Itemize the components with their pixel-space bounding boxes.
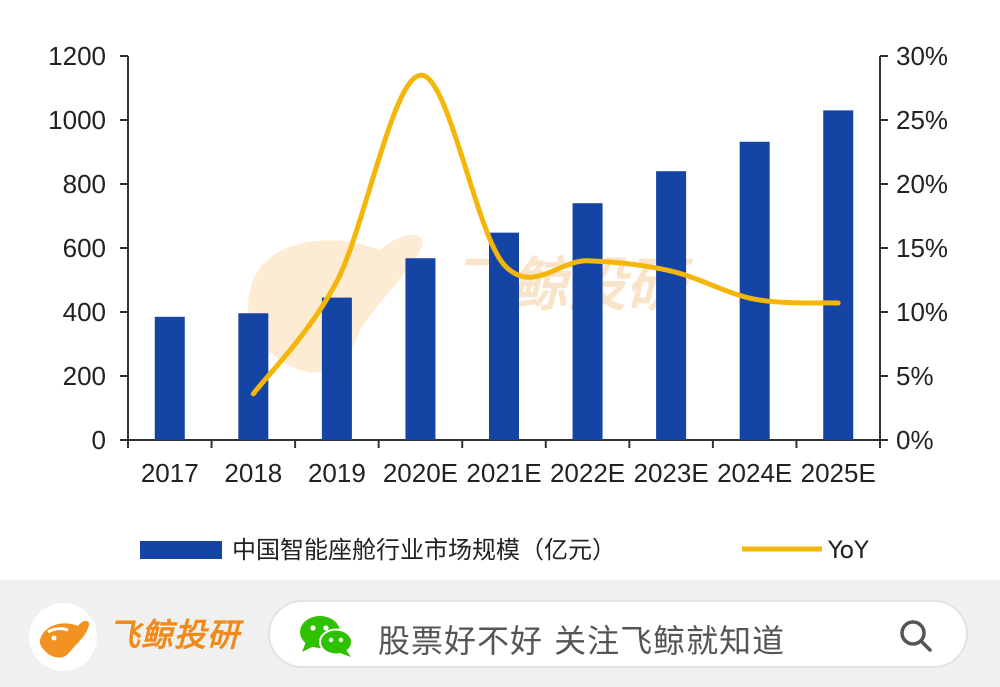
y-left-tick-label: 200 <box>63 361 106 391</box>
bar <box>823 110 854 441</box>
y-right-tick-label: 20% <box>896 169 948 199</box>
x-tick-label: 2019 <box>308 458 366 488</box>
y-left-tick-label: 0 <box>92 425 106 455</box>
legend-bar-swatch <box>140 541 222 559</box>
x-tick-label: 2025E <box>801 458 876 488</box>
x-tick-label: 2021E <box>466 458 541 488</box>
footer-bar: 飞鲸投研 股票好不好 关注飞鲸就知道 <box>0 580 1000 687</box>
whale-logo-icon[interactable] <box>28 602 98 672</box>
x-tick-label: 2018 <box>224 458 282 488</box>
y-left-tick-label: 600 <box>63 233 106 263</box>
legend-bar-label: 中国智能座舱行业市场规模（亿元） <box>232 536 616 564</box>
watermark: 飞鲸投研 <box>248 234 694 373</box>
bar <box>405 258 436 440</box>
y-left-tick-label: 800 <box>63 169 106 199</box>
bar <box>154 316 185 440</box>
line-series <box>250 72 841 397</box>
y-right-tick-label: 0% <box>896 425 934 455</box>
chart: 飞鲸投研 0 200 400 600 800 1000 1200 0% 5% 10% 15% 20% 2… <box>48 41 948 564</box>
x-tick-label: 2017 <box>141 458 199 488</box>
x-tick-label: 2020E <box>383 458 458 488</box>
legend: 中国智能座舱行业市场规模（亿元） YoY <box>140 536 869 564</box>
bar <box>572 203 603 440</box>
bar <box>238 313 269 440</box>
y-right-tick-label: 10% <box>896 297 948 327</box>
brand-name[interactable]: 飞鲸投研 <box>108 616 241 654</box>
bar <box>656 171 687 440</box>
wechat-icon <box>300 616 353 657</box>
bar <box>739 141 770 440</box>
y-right-tick-label: 30% <box>896 41 948 71</box>
x-tick-label: 2024E <box>717 458 792 488</box>
axes: 0 200 400 600 800 1000 1200 0% 5% 10% 15% 20% 25% 30% <box>48 41 948 455</box>
bar <box>321 297 352 440</box>
search-text: 股票好不好 关注飞鲸就知道 <box>378 622 786 660</box>
y-left-tick-label: 1200 <box>48 41 106 71</box>
x-tick-label: 2022E <box>550 458 625 488</box>
legend-line-label: YoY <box>827 536 869 564</box>
y-left-tick-label: 1000 <box>48 105 106 135</box>
search-icon[interactable] <box>898 618 934 654</box>
bar-series <box>154 110 854 441</box>
y-left-tick-label: 400 <box>63 297 106 327</box>
y-right-tick-label: 5% <box>896 361 934 391</box>
search-bar[interactable]: 股票好不好 关注飞鲸就知道 <box>268 600 968 668</box>
x-tick-labels: 2017 2018 2019 2020E 2021E 2022E 2023E 2024E 202… <box>141 458 876 488</box>
y-right-tick-label: 25% <box>896 105 948 135</box>
yoy-line <box>250 72 841 397</box>
x-tick-label: 2023E <box>634 458 709 488</box>
y-right-tick-label: 15% <box>896 233 948 263</box>
